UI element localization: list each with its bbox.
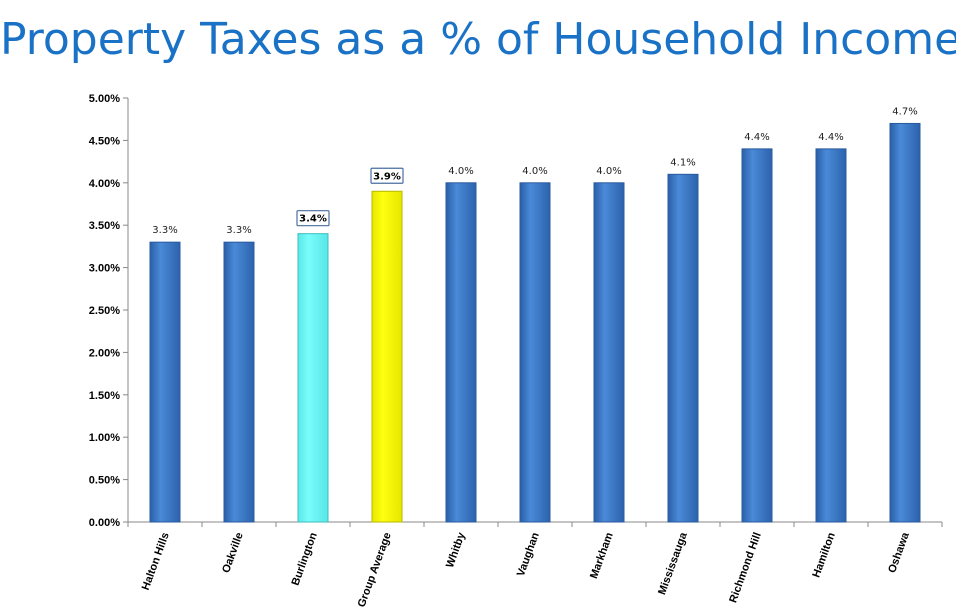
category-label: Oshawa bbox=[886, 530, 912, 575]
category-label: Richmond Hill bbox=[727, 531, 764, 605]
data-label: 4.0% bbox=[522, 166, 547, 177]
data-label: 3.3% bbox=[226, 225, 251, 236]
y-tick-label: 0.00% bbox=[89, 517, 120, 529]
chart-title: Property Taxes as a % of Household Incom… bbox=[0, 14, 956, 65]
data-label: 4.4% bbox=[818, 132, 843, 143]
y-tick-label: 3.50% bbox=[89, 220, 120, 232]
bar bbox=[741, 148, 773, 523]
category-label: Vaughan bbox=[515, 531, 542, 578]
category-label: Mississauga bbox=[656, 530, 690, 596]
category-label: Halton Hills bbox=[140, 531, 172, 592]
category-label: Burlington bbox=[290, 531, 320, 588]
y-tick-label: 5.00% bbox=[89, 93, 120, 105]
data-label: 3.9% bbox=[373, 171, 401, 182]
category-label: Group Average bbox=[356, 531, 394, 609]
bar bbox=[371, 190, 403, 523]
category-labels: Halton Hills Oakville Burlington Group Aver… bbox=[140, 530, 912, 609]
data-label: 4.1% bbox=[670, 157, 695, 168]
bars bbox=[149, 122, 921, 523]
data-label-box bbox=[370, 167, 404, 184]
category-label: Whitby bbox=[444, 530, 468, 569]
bar bbox=[889, 122, 921, 523]
y-tick-label: 1.00% bbox=[89, 432, 120, 444]
bar bbox=[297, 233, 329, 523]
y-tick-label: 0.50% bbox=[89, 475, 120, 487]
data-label: 3.4% bbox=[299, 214, 327, 225]
bar bbox=[667, 173, 699, 523]
bar bbox=[815, 148, 847, 523]
data-label-box bbox=[296, 210, 330, 227]
data-label: 3.3% bbox=[152, 225, 177, 236]
y-tick-label: 4.00% bbox=[89, 178, 120, 190]
data-label: 4.4% bbox=[744, 132, 769, 143]
data-label: 4.7% bbox=[892, 106, 917, 117]
y-tick-label: 2.00% bbox=[89, 347, 120, 359]
category-label: Markham bbox=[588, 531, 616, 581]
bar bbox=[519, 182, 551, 523]
bar bbox=[593, 182, 625, 523]
y-tick-label: 4.50% bbox=[89, 135, 120, 147]
category-label: Hamilton bbox=[810, 531, 837, 580]
y-tick-label: 1.50% bbox=[89, 390, 120, 402]
bar bbox=[223, 241, 255, 523]
bar bbox=[149, 241, 181, 523]
data-labels: 3.3% 3.3% 3.4% 3.9% 4.0% 4.0% 4.0% 4.1% 4.4% 4.4%… bbox=[152, 106, 917, 236]
y-tick-label: 2.50% bbox=[89, 305, 120, 317]
axes: 0.00% 0.50% 1.00% 1.50% 2.00% 2.50% 3.00% 3.50%… bbox=[89, 93, 943, 529]
y-tick-label: 3.00% bbox=[89, 263, 120, 275]
data-label: 4.0% bbox=[596, 166, 621, 177]
bar bbox=[445, 182, 477, 523]
category-label: Oakville bbox=[220, 531, 246, 575]
data-label: 4.0% bbox=[448, 166, 473, 177]
